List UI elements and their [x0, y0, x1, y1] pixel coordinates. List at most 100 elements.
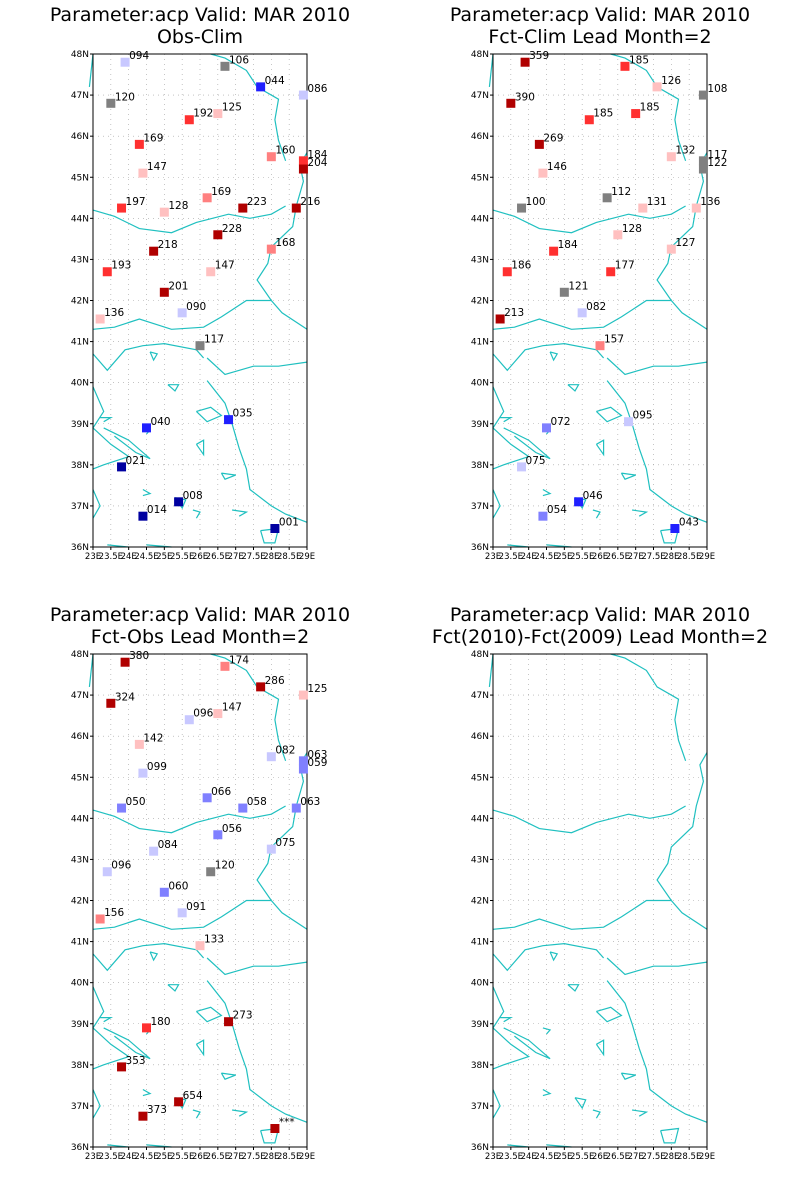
station-marker: [224, 1017, 234, 1027]
lat-tick-label: 39N: [471, 420, 489, 430]
station-marker: [238, 803, 248, 813]
station-value-label: 075: [275, 837, 295, 849]
coastline: [92, 205, 286, 234]
coastline: [632, 1109, 649, 1117]
grid: [93, 654, 307, 1147]
coastline: [100, 1017, 114, 1023]
station-marker: [184, 115, 194, 125]
station-value-label: 128: [622, 223, 642, 235]
station-value-label: 136: [104, 307, 124, 319]
coastline: [103, 427, 151, 460]
panel-title-line2: Fct-Clim Lead Month=2: [488, 26, 712, 48]
station-value-label: 127: [675, 237, 695, 249]
station-value-label: 373: [147, 1104, 167, 1116]
lat-tick-label: 44N: [71, 214, 89, 224]
station-value-label: 066: [211, 786, 231, 798]
station-marker: [595, 341, 605, 351]
station-marker: [202, 793, 212, 803]
lon-tick-label: 23E: [485, 552, 501, 562]
coastline: [500, 417, 514, 423]
station-marker: [213, 230, 223, 240]
map-panel-fct-clim: Parameter:acp Valid: MAR 2010 Fct-Clim L…: [400, 0, 800, 600]
station-marker: [534, 139, 544, 149]
station-value-label: 177: [615, 260, 635, 272]
grid: [493, 54, 707, 547]
station-value-label: 218: [158, 239, 178, 251]
station-value-label: 008: [183, 490, 203, 502]
lon-tick-label: 25.5E: [570, 552, 594, 562]
lat-tick-label: 47N: [71, 91, 89, 101]
station-value-label: 380: [129, 650, 149, 662]
coastline: [167, 384, 180, 392]
station-marker: [134, 739, 144, 749]
coastline: [542, 1088, 552, 1097]
station-value-label: 096: [193, 708, 213, 720]
coastline: [606, 380, 708, 523]
station-value-label: 056: [222, 823, 242, 835]
coastline: [606, 980, 708, 1123]
lon-tick-label: 26.5E: [606, 1152, 630, 1162]
axes: 48N47N46N45N44N43N42N41N40N39N38N37N36N2…: [71, 650, 315, 1162]
lon-tick-label: 26E: [592, 552, 608, 562]
lon-tick-label: 23.5E: [99, 552, 123, 562]
station-value-label: 120: [215, 860, 235, 872]
lon-tick-label: 27.5E: [641, 1152, 665, 1162]
lat-tick-label: 45N: [471, 173, 489, 183]
lon-tick-label: 26E: [192, 552, 208, 562]
station-marker: [195, 341, 205, 351]
station-marker: [256, 682, 266, 692]
lon-tick-label: 28E: [263, 552, 279, 562]
station-value-label: 106: [229, 54, 249, 66]
lon-tick-label: 27E: [628, 1152, 644, 1162]
station-value-label: 186: [511, 260, 531, 272]
station-marker: [266, 844, 276, 854]
coastline: [149, 351, 159, 362]
lon-tick-label: 27E: [228, 1152, 244, 1162]
coastline: [232, 509, 249, 517]
station-marker: [291, 203, 301, 213]
station-value-label: 001: [279, 517, 299, 529]
lon-tick-label: 25E: [556, 552, 572, 562]
lat-tick-label: 40N: [71, 379, 89, 389]
station-value-label: 091: [186, 901, 206, 913]
lon-tick-label: 28.5E: [677, 1152, 701, 1162]
lat-tick-label: 36N: [471, 1143, 489, 1153]
station-marker: [549, 246, 559, 256]
station-value-label: 100: [526, 196, 546, 208]
station-marker: [502, 267, 512, 277]
station-marker: [506, 98, 516, 108]
station-marker: [220, 661, 230, 671]
coastline: [167, 984, 180, 992]
station-value-label: 193: [111, 260, 131, 272]
lon-tick-label: 29E: [699, 1152, 715, 1162]
station-value-label: 084: [158, 839, 178, 851]
coastline: [656, 752, 708, 930]
lat-tick-label: 47N: [71, 691, 89, 701]
coastline: [549, 951, 559, 962]
coastline: [142, 488, 152, 497]
station-marker: [95, 314, 105, 324]
station-marker: [149, 246, 159, 256]
station-value-label: 390: [515, 91, 535, 103]
lat-tick-label: 44N: [71, 814, 89, 824]
lon-tick-label: 26E: [192, 1152, 208, 1162]
lat-tick-label: 47N: [471, 691, 489, 701]
lon-tick-label: 29E: [299, 552, 315, 562]
station-marker: [542, 423, 551, 433]
lat-tick-label: 44N: [471, 814, 489, 824]
lat-tick-label: 37N: [471, 502, 489, 512]
lat-tick-label: 40N: [71, 979, 89, 989]
station-value-label: 169: [211, 186, 231, 198]
station-marker: [270, 524, 280, 534]
lat-tick-label: 48N: [471, 650, 489, 660]
station-value-label: 169: [143, 132, 163, 144]
grid: [493, 654, 707, 1147]
station-marker: [298, 164, 308, 174]
lon-tick-label: 25.5E: [170, 552, 194, 562]
station-value-label: 112: [611, 186, 631, 198]
lon-tick-label: 24E: [521, 552, 537, 562]
station-marker: [559, 287, 569, 297]
station-value-label: 086: [307, 83, 327, 95]
coastline: [103, 1027, 151, 1060]
station-value-label: 185: [640, 102, 660, 114]
